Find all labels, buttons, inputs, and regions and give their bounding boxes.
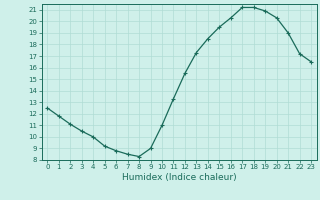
X-axis label: Humidex (Indice chaleur): Humidex (Indice chaleur) <box>122 173 236 182</box>
